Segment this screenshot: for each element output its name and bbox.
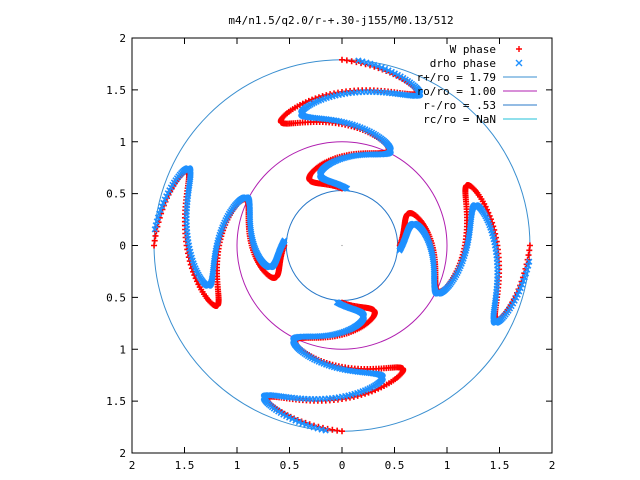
drho-phase-point bbox=[526, 258, 533, 265]
legend-label: W phase bbox=[450, 43, 496, 56]
drho-phase-point bbox=[151, 226, 158, 233]
drho-phase-point bbox=[516, 288, 523, 295]
y-tick-label: 2 bbox=[119, 32, 126, 45]
drho-phase-point bbox=[391, 70, 399, 77]
legend-label: rc/ro = NaN bbox=[423, 113, 496, 126]
x-tick-label: 1.5 bbox=[490, 459, 510, 472]
x-tick-label: 0.5 bbox=[385, 459, 405, 472]
drho-phase-point bbox=[322, 427, 329, 434]
x-tick-label: 1 bbox=[444, 459, 451, 472]
drho-phase-point bbox=[513, 294, 520, 301]
x-tick-label: 1 bbox=[234, 459, 241, 472]
legend-label: r+/ro = 1.79 bbox=[417, 71, 496, 84]
legend-marker-x bbox=[515, 59, 523, 67]
x-tick-label: 2 bbox=[129, 459, 136, 472]
y-tick-label: 1.5 bbox=[106, 84, 126, 97]
w-phase-point bbox=[339, 56, 345, 63]
drho-phase-point bbox=[517, 284, 524, 292]
drho-phase-point bbox=[164, 190, 171, 197]
drho-phase-point bbox=[378, 64, 385, 71]
legend-label: drho phase bbox=[430, 57, 496, 70]
y-tick-label: 1 bbox=[119, 136, 126, 149]
drho-phase-point bbox=[381, 65, 389, 73]
drho-phase-point bbox=[160, 199, 167, 207]
ref-circle-1 bbox=[236, 141, 448, 350]
series-1 bbox=[151, 57, 533, 434]
drho-phase-point bbox=[295, 418, 303, 426]
x-tick-label: 2 bbox=[549, 459, 556, 472]
drho-phase-point bbox=[161, 196, 168, 203]
chart-title: m4/n1.5/q2.0/r-+.30-j155/M0.13/512 bbox=[228, 14, 453, 27]
drho-phase-point bbox=[292, 417, 299, 424]
center-point bbox=[341, 244, 343, 247]
drho-phase-point bbox=[299, 420, 306, 427]
legend-label: r-/ro = .53 bbox=[423, 99, 496, 112]
legend-label: ro/ro = 1.00 bbox=[417, 85, 496, 98]
drho-phase-point bbox=[388, 68, 395, 76]
drho-phase-point bbox=[518, 281, 526, 288]
w-phase-point bbox=[526, 242, 533, 249]
x-tick-label: 0.5 bbox=[280, 459, 300, 472]
drho-phase-point bbox=[385, 67, 392, 74]
y-tick-label: 1 bbox=[119, 343, 126, 356]
drho-phase-point bbox=[289, 415, 296, 423]
x-tick-label: 0 bbox=[339, 459, 346, 472]
y-tick-label: 0.5 bbox=[106, 188, 126, 201]
drho-phase-point bbox=[285, 414, 293, 421]
y-tick-label: 1.5 bbox=[106, 395, 126, 408]
legend-marker-plus bbox=[516, 46, 522, 52]
w-phase-point bbox=[339, 428, 345, 435]
y-tick-label: 0.5 bbox=[106, 291, 126, 304]
drho-phase-point bbox=[163, 193, 170, 200]
data-layer bbox=[151, 56, 533, 435]
x-tick-label: 1.5 bbox=[175, 459, 195, 472]
drho-phase-point bbox=[158, 203, 166, 210]
ticks-layer: 2 1.5 1 0.5 0 0.5 1 1.5 221.510.500.511.52 bbox=[106, 32, 555, 472]
y-tick-label: 0 bbox=[119, 240, 126, 253]
drho-phase-point bbox=[514, 291, 521, 298]
w-phase-point bbox=[151, 242, 158, 249]
y-tick-label: 2 bbox=[119, 447, 126, 460]
drho-phase-point bbox=[355, 57, 362, 64]
